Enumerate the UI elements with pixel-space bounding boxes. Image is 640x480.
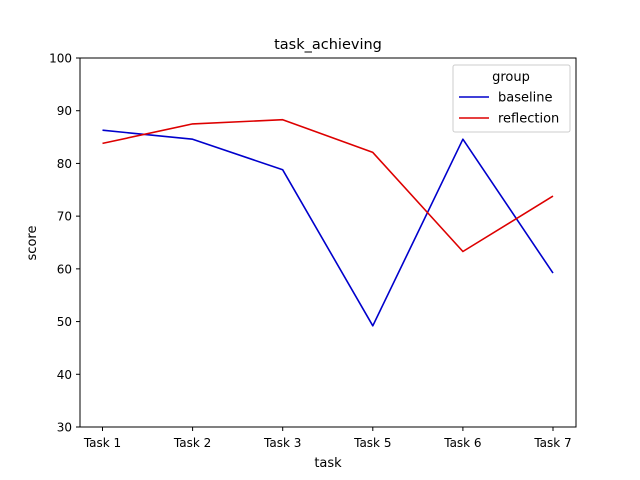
y-tick-label: 50 bbox=[57, 315, 72, 329]
series-lines bbox=[102, 118, 554, 327]
y-tick-label: 60 bbox=[57, 262, 72, 276]
y-tick-label: 70 bbox=[57, 210, 72, 224]
x-axis: Task 1 Task 2 Task 3 Task 5 Task 6 Task 7 bbox=[83, 427, 572, 450]
x-tick-label: Task 2 bbox=[173, 436, 211, 450]
x-tick-label: Task 1 bbox=[83, 436, 121, 450]
x-tick-label: Task 6 bbox=[443, 436, 481, 450]
legend-label-reflection: reflection bbox=[498, 112, 559, 127]
y-tick-label: 100 bbox=[49, 52, 72, 66]
legend: group baseline reflection bbox=[452, 64, 571, 133]
series-line-baseline bbox=[102, 129, 554, 327]
x-tick-label: Task 7 bbox=[533, 436, 571, 450]
y-tick-label: 80 bbox=[57, 157, 72, 171]
x-tick-label: Task 3 bbox=[263, 436, 301, 450]
legend-title: group bbox=[492, 70, 530, 85]
x-tick-label: Task 5 bbox=[353, 436, 391, 450]
y-tick-label: 90 bbox=[57, 104, 72, 118]
x-axis-label: task bbox=[314, 456, 342, 471]
y-axis: 30 40 50 60 70 80 90 100 bbox=[49, 52, 80, 435]
y-tick-label: 40 bbox=[57, 368, 72, 382]
chart-title: task_achieving bbox=[274, 37, 382, 53]
y-tick-label: 30 bbox=[57, 421, 72, 435]
plot-area bbox=[79, 57, 577, 428]
y-axis-label: score bbox=[25, 226, 40, 261]
legend-box bbox=[452, 64, 571, 133]
series-line-reflection bbox=[102, 118, 554, 253]
legend-label-baseline: baseline bbox=[498, 91, 552, 106]
